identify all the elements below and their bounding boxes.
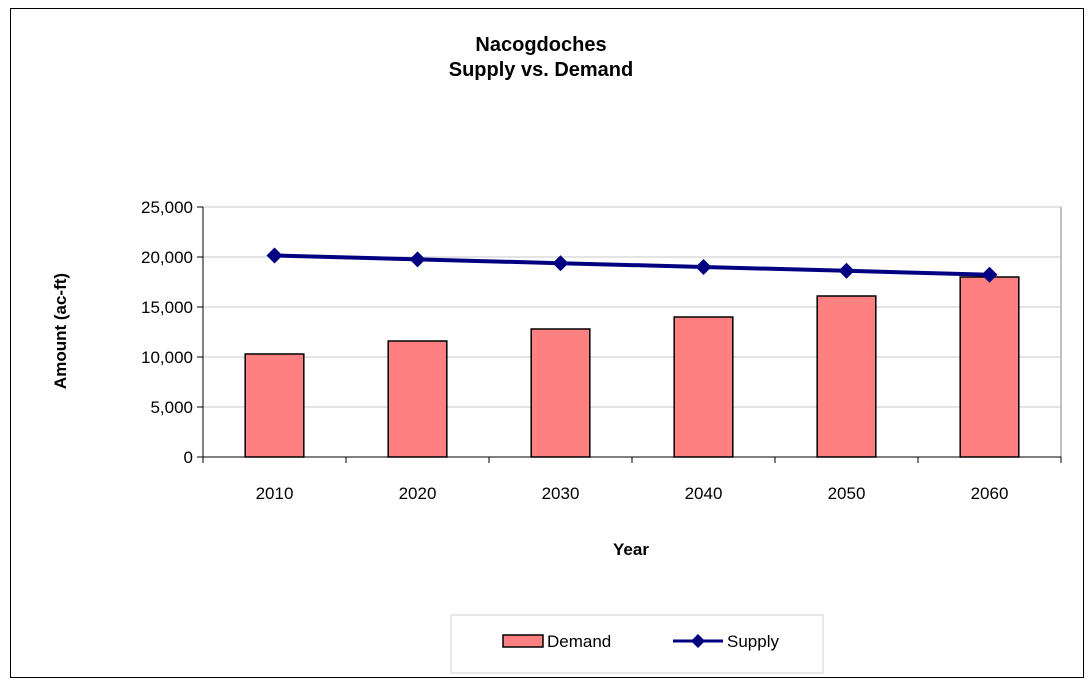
y-tick-label: 25,000 — [141, 198, 193, 217]
demand-bar — [959, 276, 1020, 458]
supply-marker — [266, 247, 283, 264]
legend-supply-marker — [691, 634, 705, 648]
demand-bar — [387, 340, 448, 458]
chart-title-line-2: Supply vs. Demand — [449, 59, 634, 81]
supply-marker — [409, 251, 426, 268]
supply-marker — [981, 266, 998, 283]
x-tick-label: 2020 — [399, 484, 437, 503]
x-tick-label: 2050 — [828, 484, 866, 503]
supply-marker — [695, 259, 712, 275]
x-tick-label: 2060 — [971, 484, 1009, 503]
plot-area — [202, 206, 1062, 458]
chart-title-line-1: Nacogdoches — [475, 34, 606, 56]
y-axis-label: Amount (ac-ft) — [51, 273, 70, 389]
x-tick-label: 2030 — [542, 484, 580, 503]
y-tick-label: 0 — [184, 448, 193, 467]
chart-area: Nacogdoches Supply vs. Demand 0 5,000 10,0… — [10, 8, 1084, 678]
demand-bar — [673, 316, 734, 458]
x-tick-label: 2010 — [256, 484, 294, 503]
axes: 0 5,000 10,000 15,000 20,000 25,000 2010 2020 20… — [141, 198, 1062, 503]
supply-marker — [838, 262, 855, 279]
x-tick-label: 2040 — [685, 484, 723, 503]
demand-bar — [244, 353, 305, 458]
x-axis-label: Year — [613, 540, 649, 559]
y-tick-label: 5,000 — [150, 398, 193, 417]
y-tick-label: 15,000 — [141, 298, 193, 317]
demand-bar — [816, 295, 877, 458]
legend-demand-swatch — [502, 634, 544, 648]
demand-bars — [244, 276, 1020, 458]
demand-bar — [530, 328, 591, 458]
y-tick-label: 10,000 — [141, 348, 193, 367]
supply-line-group — [266, 247, 998, 283]
legend-supply-label: Supply — [727, 632, 779, 651]
supply-marker — [552, 255, 569, 272]
legend: Demand Supply — [450, 614, 824, 674]
supply-line — [274, 253, 990, 277]
chart-svg: Nacogdoches Supply vs. Demand 0 5,000 10,0… — [51, 34, 1062, 674]
y-tick-label: 20,000 — [141, 248, 193, 267]
legend-demand-label: Demand — [547, 632, 611, 651]
